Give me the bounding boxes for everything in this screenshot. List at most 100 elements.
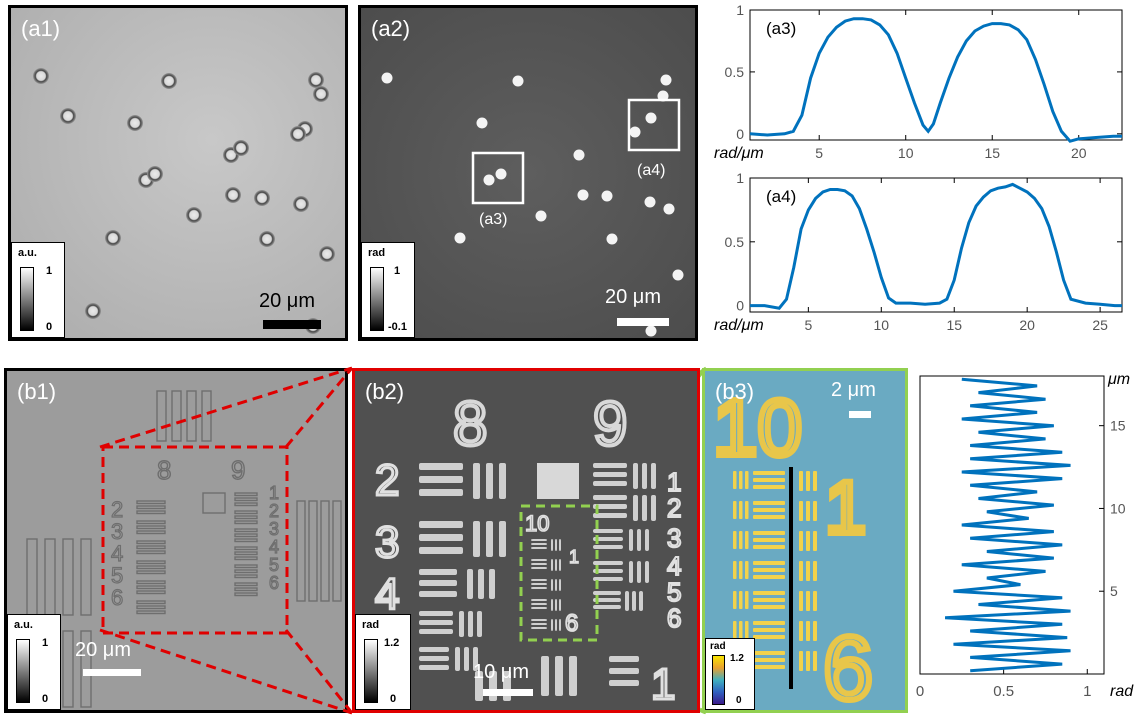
group-10: 10 (525, 511, 549, 536)
roi-label-a3: (a3) (479, 211, 508, 228)
colorbar: rad 1.2 0 (705, 638, 755, 710)
x-axis-label: rad/μm (714, 145, 764, 162)
right-2: 2 (667, 493, 681, 523)
svg-text:2: 2 (111, 497, 123, 522)
group-10-large: 10 (713, 383, 802, 472)
panel-label: (b3) (715, 379, 755, 404)
panel-a2-image (361, 8, 695, 338)
plot-label: (a3) (766, 19, 796, 38)
scalebar-label: 2 μm (831, 379, 876, 401)
svg-text:8: 8 (157, 455, 171, 485)
x-tick-label: 20 (1019, 317, 1035, 333)
series-line (750, 182, 1122, 310)
plot-a3: 5 10 15 20 0 0.5 1 (a3) rad/μm (714, 2, 1123, 162)
scalebar (263, 320, 321, 329)
panel-b3: 10 1 6 (b3) 2 μm rad 1.2 0 (702, 368, 908, 713)
panel-label: (b2) (365, 379, 405, 404)
bright-square (537, 463, 579, 499)
svg-text:5: 5 (269, 555, 279, 575)
right-5: 5 (667, 577, 681, 607)
svg-text:1: 1 (269, 483, 279, 503)
plot-frame (749, 9, 1123, 141)
scalebar (483, 689, 533, 696)
colorbar: a.u. 1 0 (11, 242, 65, 338)
colorbar-unit: a.u. (14, 619, 33, 631)
roi-box-a4 (627, 98, 681, 152)
colorbar-min: -0.1 (388, 321, 407, 333)
colorbar-min: 0 (46, 321, 53, 333)
x-tick-label: 10 (898, 145, 914, 161)
y-tick-label: 5 (1110, 583, 1118, 599)
scalebar (83, 669, 141, 676)
scalebar (617, 318, 669, 326)
series-line (749, 17, 1122, 143)
panel-a2: (a2) (a3) (a4) rad 1 -0.1 20 μm (358, 5, 698, 341)
y-tick-label: 0 (736, 298, 744, 314)
right-1: 1 (667, 467, 681, 497)
colorbar: rad 1.2 0 (355, 614, 411, 710)
y-tick-label: 1 (736, 170, 744, 186)
group-10-1: 1 (569, 547, 579, 567)
panel-b2-image: 8 9 2 3 4 5 1 2 3 4 5 6 10 1 6 1 (355, 371, 697, 710)
svg-text:4: 4 (111, 541, 123, 566)
element-6-large: 6 (823, 619, 873, 710)
colorbar-max: 1.2 (730, 653, 744, 664)
right-6: 6 (667, 603, 681, 633)
bottom-1: 1 (651, 660, 675, 709)
x-tick-label: 0 (916, 683, 924, 700)
scalebar-label: 20 μm (75, 639, 131, 661)
plot-frame (749, 177, 1123, 313)
roi-label-a4: (a4) (637, 162, 666, 179)
colorbar-max: 1 (46, 265, 53, 277)
colorbar-gradient (16, 639, 30, 703)
zoom-box-green (519, 504, 599, 642)
colorbar-max: 1 (394, 265, 401, 277)
svg-text:6: 6 (111, 585, 123, 610)
panel-a1-image (11, 8, 345, 338)
roi-box-a3 (471, 151, 525, 205)
scalebar-label: 10 μm (473, 661, 529, 683)
group-10-6: 6 (565, 610, 578, 637)
x-tick-label: 0.5 (993, 683, 1014, 700)
right-3: 3 (667, 523, 681, 553)
colorbar-unit: rad (368, 247, 386, 259)
right-4: 4 (667, 551, 681, 581)
element-2: 2 (375, 456, 399, 505)
colorbar-gradient (364, 639, 378, 703)
colorbar-max: 1 (42, 637, 49, 649)
scalebar-label: 20 μm (605, 286, 661, 308)
panel-label: (b1) (17, 379, 57, 404)
x-tick-label: 15 (946, 317, 962, 333)
plot-a4: 5 10 15 20 25 0 0.5 1 (a4) rad/μm (714, 170, 1123, 334)
colorbar-max: 1.2 (384, 637, 400, 649)
x-tick-label: 5 (815, 145, 823, 161)
x-axis-label: rad (1110, 683, 1134, 700)
element-3: 3 (375, 518, 399, 567)
zoom-box-red (101, 445, 289, 635)
colorbar-gradient (712, 655, 725, 705)
x-tick-label: 25 (1092, 317, 1108, 333)
panel-label: (a1) (21, 16, 61, 41)
element-1-large: 1 (825, 466, 866, 549)
svg-text:5: 5 (111, 563, 123, 588)
series-line (945, 377, 1071, 673)
colorbar-min: 0 (736, 695, 742, 706)
plot-label: (a4) (766, 187, 796, 206)
colorbar-min: 0 (390, 693, 397, 705)
x-axis-label: rad/μm (714, 317, 764, 334)
y-tick-label: 0 (736, 126, 744, 142)
svg-text:2: 2 (269, 501, 279, 521)
x-tick-label: 20 (1071, 145, 1087, 161)
y-tick-label: 0.5 (725, 64, 745, 80)
y-tick-label: 15 (1110, 418, 1126, 434)
svg-text:6: 6 (269, 573, 279, 593)
x-tick-label: 1 (1083, 683, 1091, 700)
scalebar-label: 20 μm (259, 290, 315, 312)
colorbar-min: 0 (42, 693, 49, 705)
plot-frame (919, 375, 1105, 675)
y-tick-label: 10 (1110, 500, 1126, 516)
svg-text:9: 9 (231, 455, 245, 485)
colorbar-unit: rad (362, 619, 380, 631)
